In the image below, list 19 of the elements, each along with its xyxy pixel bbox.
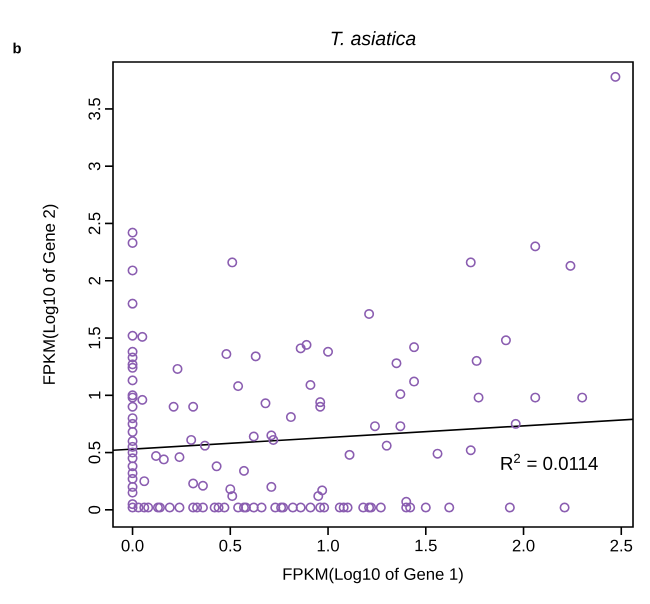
- y-tick-label: 0: [88, 506, 100, 514]
- x-tick-label: 0.0: [122, 540, 144, 552]
- y-tick-label: 1: [88, 391, 100, 399]
- x-tick-label: 1.0: [318, 540, 339, 552]
- y-tick-label: 1.5: [88, 327, 100, 348]
- x-tick-label: 2.5: [610, 540, 632, 552]
- y-tick-label: 2: [88, 276, 100, 285]
- y-tick-label: 3: [88, 162, 100, 170]
- y-tick-label: 0.5: [88, 442, 100, 464]
- text: b: [13, 42, 21, 54]
- x-tick-label: 1.5: [415, 540, 437, 552]
- y-tick-label: 2.5: [88, 212, 100, 234]
- y-tick-label: 3.5: [88, 98, 100, 120]
- x-tick-label: 2.0: [512, 540, 534, 552]
- x-tick-label: 0.5: [219, 540, 242, 552]
- x-axis-title: FPKM(Log10 of Gene 1): [284, 568, 463, 584]
- chart-title: T. asiatica: [332, 31, 416, 46]
- y-axis-title: FPKM(Log10 of Gene 2): [42, 204, 58, 384]
- annotation: R$^{2}$ = 0.0114: [501, 454, 598, 470]
